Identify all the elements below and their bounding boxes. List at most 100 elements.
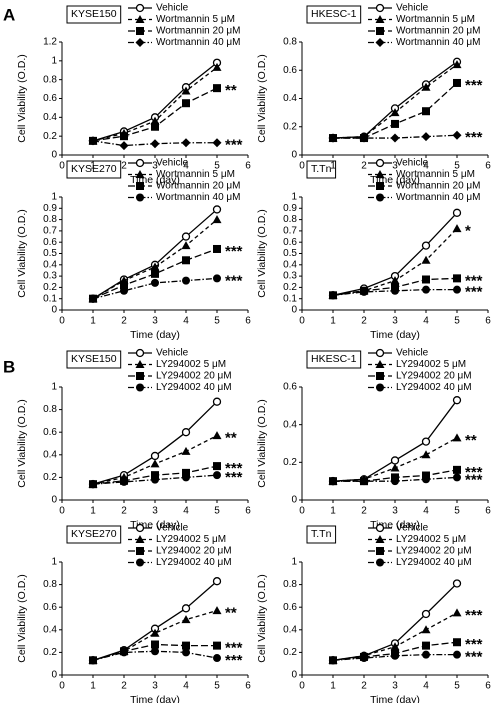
y-axis-label: Cell Viability (O.D.) — [256, 574, 268, 663]
marker — [151, 278, 159, 287]
legend-marker — [136, 558, 144, 567]
legend-label: Vehicle — [396, 523, 429, 534]
y-tick-label: 0.6 — [43, 237, 57, 248]
significance: *** — [465, 129, 483, 146]
legend-label: Wortmannin 20 μM — [396, 181, 481, 192]
marker — [182, 648, 190, 657]
marker — [89, 656, 97, 665]
marker — [182, 468, 190, 477]
y-tick-label: 0 — [51, 150, 57, 161]
x-tick-label: 4 — [183, 681, 189, 692]
y-axis-label: Cell Viability (O.D.) — [256, 209, 268, 298]
x-axis-label: Time (day) — [370, 694, 420, 703]
x-tick-label: 3 — [392, 316, 398, 327]
marker — [151, 640, 159, 649]
marker — [329, 477, 337, 486]
marker — [421, 82, 431, 91]
x-tick-label: 5 — [214, 681, 220, 692]
x-tick-label: 5 — [454, 506, 460, 517]
y-tick-label: 0.2 — [43, 647, 57, 658]
chart-title: KYSE150 — [71, 8, 117, 20]
legend-marker — [375, 523, 385, 533]
x-tick-label: 3 — [392, 506, 398, 517]
legend-marker — [135, 360, 145, 368]
marker — [181, 86, 191, 95]
y-tick-label: 1 — [51, 192, 57, 203]
x-tick-label: 2 — [361, 681, 367, 692]
y-tick-label: 1.2 — [43, 37, 57, 48]
marker — [421, 609, 431, 619]
marker — [151, 269, 159, 278]
legend-label: Wortmannin 40 μM — [396, 37, 481, 48]
chart-title: HKESC-1 — [311, 353, 357, 365]
title-box — [306, 350, 362, 369]
x-tick-label: 2 — [121, 316, 127, 327]
x-tick-label: 1 — [90, 316, 96, 327]
legend-label: Wortmannin 5 μM — [396, 14, 475, 25]
x-tick-label: 5 — [214, 161, 220, 172]
x-tick-label: 2 — [361, 506, 367, 517]
marker — [212, 62, 222, 71]
x-tick-label: 0 — [59, 316, 65, 327]
marker — [329, 656, 337, 665]
legend-label: Vehicle — [396, 348, 429, 359]
marker — [181, 428, 191, 437]
significance: ** — [225, 82, 237, 99]
y-tick-label: 0.9 — [283, 203, 297, 214]
x-tick-label: 6 — [245, 681, 251, 692]
marker — [119, 141, 129, 151]
x-tick-label: 4 — [183, 316, 189, 327]
marker — [452, 208, 462, 217]
x-tick-label: 3 — [152, 506, 158, 517]
legend-marker — [135, 535, 145, 543]
marker — [422, 475, 430, 484]
significance: *** — [225, 137, 243, 154]
significance: * — [465, 223, 471, 240]
y-tick-label: 0.6 — [43, 93, 57, 104]
marker — [390, 456, 400, 465]
marker — [421, 437, 431, 446]
y-tick-label: 0.1 — [43, 293, 57, 304]
marker — [212, 606, 222, 615]
x-tick-label: 4 — [183, 506, 189, 517]
marker — [213, 641, 221, 650]
marker — [452, 60, 462, 69]
marker — [453, 285, 461, 294]
x-tick-label: 6 — [245, 506, 251, 517]
marker — [150, 628, 160, 637]
legend-marker — [375, 15, 385, 23]
y-tick-label: 0 — [51, 670, 57, 681]
x-tick-label: 1 — [330, 161, 336, 172]
marker — [120, 132, 128, 141]
x-tick-label: 0 — [299, 681, 305, 692]
y-tick-label: 0.6 — [43, 427, 57, 438]
legend-marker — [136, 182, 144, 190]
y-tick-label: 0 — [51, 305, 57, 316]
marker — [453, 78, 461, 87]
y-tick-label: 0 — [51, 495, 57, 506]
significance: *** — [465, 636, 483, 653]
marker — [390, 276, 400, 285]
x-tick-label: 4 — [423, 506, 429, 517]
marker — [422, 107, 430, 116]
y-tick-label: 0.3 — [43, 271, 57, 282]
legend-marker — [135, 38, 145, 47]
x-tick-label: 4 — [423, 316, 429, 327]
legend-label: Wortmannin 5 μM — [396, 169, 475, 180]
y-axis-label: Cell Viability (O.D.) — [16, 399, 28, 488]
marker — [212, 397, 222, 406]
chart-title: T.Tn — [311, 163, 332, 175]
legend-label: LY294002 40 μM — [156, 382, 232, 393]
legend-label: LY294002 5 μM — [156, 359, 226, 370]
marker — [328, 133, 338, 143]
title-box — [66, 5, 122, 24]
legend-marker — [135, 523, 145, 533]
marker — [452, 608, 462, 617]
marker — [390, 108, 400, 117]
panel-label: B — [3, 357, 15, 376]
y-tick-label: 0.8 — [283, 579, 297, 590]
chart-title: HKESC-1 — [311, 8, 357, 20]
legend-marker — [375, 360, 385, 368]
y-axis-label: Cell Viability (O.D.) — [16, 54, 28, 143]
marker — [182, 276, 190, 285]
